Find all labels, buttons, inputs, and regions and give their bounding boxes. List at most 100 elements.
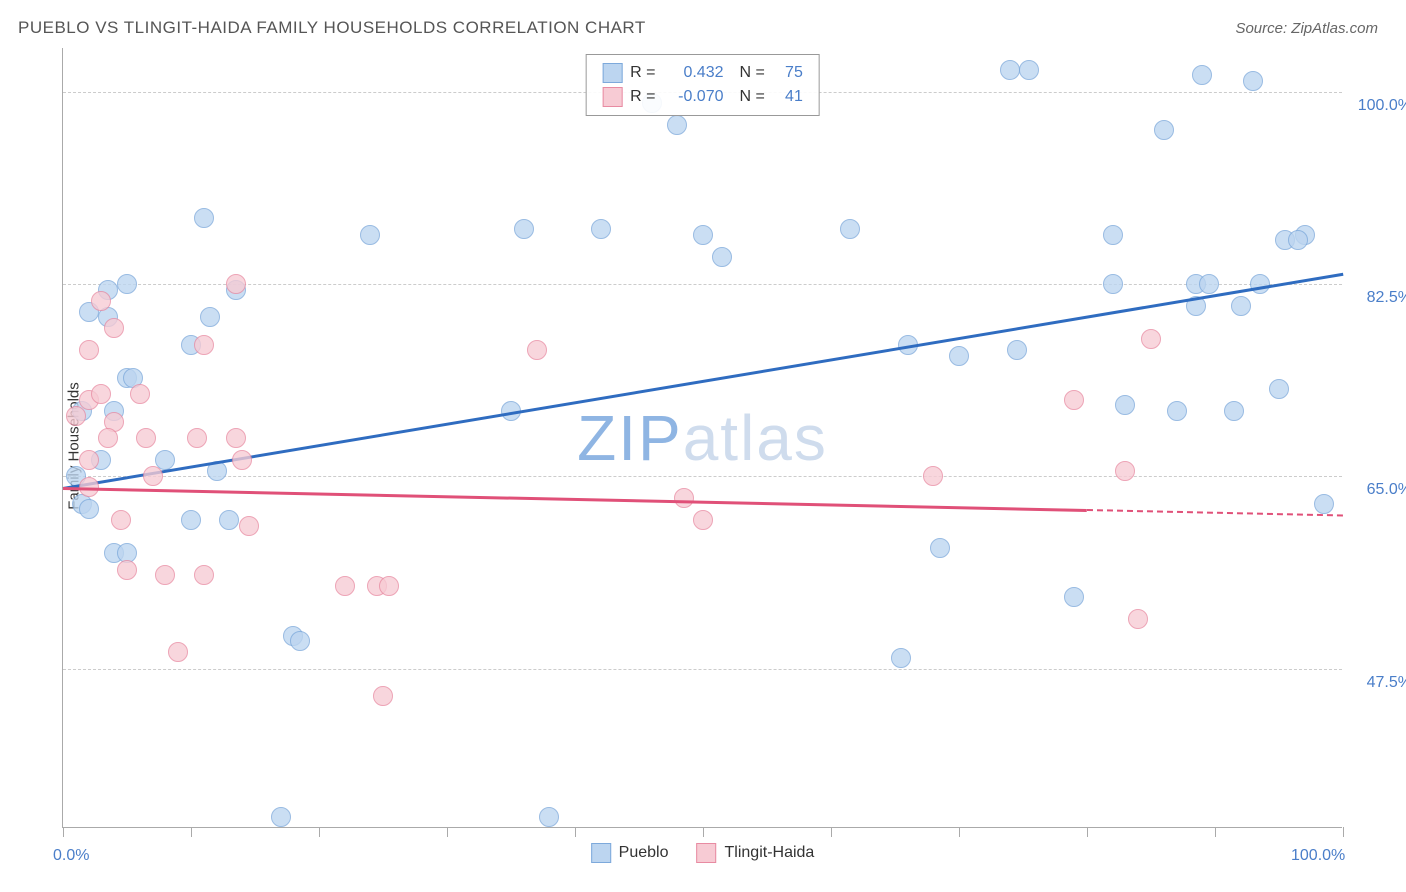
y-tick-label: 82.5% bbox=[1352, 289, 1406, 307]
scatter-point bbox=[1199, 274, 1219, 294]
scatter-point bbox=[373, 686, 393, 706]
x-tick bbox=[1343, 827, 1344, 837]
scatter-point bbox=[194, 565, 214, 585]
x-tick bbox=[1087, 827, 1088, 837]
scatter-point bbox=[91, 384, 111, 404]
scatter-point bbox=[168, 642, 188, 662]
scatter-point bbox=[271, 807, 291, 827]
x-tick bbox=[959, 827, 960, 837]
scatter-point bbox=[891, 648, 911, 668]
scatter-point bbox=[1167, 401, 1187, 421]
x-axis-label: 100.0% bbox=[1291, 847, 1345, 865]
scatter-point bbox=[1019, 60, 1039, 80]
x-tick bbox=[831, 827, 832, 837]
x-tick bbox=[191, 827, 192, 837]
series-legend: Pueblo Tlingit-Haida bbox=[591, 843, 815, 863]
x-tick bbox=[703, 827, 704, 837]
scatter-point bbox=[1141, 329, 1161, 349]
scatter-point bbox=[1000, 60, 1020, 80]
scatter-point bbox=[539, 807, 559, 827]
scatter-point bbox=[111, 510, 131, 530]
scatter-point bbox=[239, 516, 259, 536]
legend-item: Tlingit-Haida bbox=[697, 843, 815, 863]
scatter-point bbox=[290, 631, 310, 651]
x-tick bbox=[63, 827, 64, 837]
scatter-point bbox=[1007, 340, 1027, 360]
scatter-point bbox=[66, 406, 86, 426]
legend-label: Pueblo bbox=[619, 844, 669, 862]
scatter-point bbox=[1224, 401, 1244, 421]
scatter-point bbox=[194, 208, 214, 228]
scatter-point bbox=[1115, 461, 1135, 481]
scatter-point bbox=[527, 340, 547, 360]
scatter-point bbox=[693, 510, 713, 530]
scatter-point bbox=[98, 428, 118, 448]
scatter-point bbox=[194, 335, 214, 355]
chart-title: PUEBLO VS TLINGIT-HAIDA FAMILY HOUSEHOLD… bbox=[18, 18, 646, 38]
source-attribution: Source: ZipAtlas.com bbox=[1235, 20, 1378, 37]
x-axis-label: 0.0% bbox=[53, 847, 89, 865]
scatter-point bbox=[1128, 609, 1148, 629]
scatter-point bbox=[226, 274, 246, 294]
legend-item: Pueblo bbox=[591, 843, 669, 863]
trend-line bbox=[63, 487, 1087, 511]
trend-line bbox=[63, 273, 1343, 490]
scatter-point bbox=[136, 428, 156, 448]
scatter-point bbox=[514, 219, 534, 239]
scatter-point bbox=[200, 307, 220, 327]
scatter-point bbox=[232, 450, 252, 470]
scatter-point bbox=[1231, 296, 1251, 316]
scatter-point bbox=[1314, 494, 1334, 514]
legend-swatch bbox=[697, 843, 717, 863]
scatter-point bbox=[1064, 587, 1084, 607]
scatter-point bbox=[104, 318, 124, 338]
scatter-point bbox=[1250, 274, 1270, 294]
y-tick-label: 100.0% bbox=[1352, 97, 1406, 115]
scatter-point bbox=[923, 466, 943, 486]
scatter-point bbox=[219, 510, 239, 530]
y-tick-label: 47.5% bbox=[1352, 674, 1406, 692]
scatter-point bbox=[1103, 225, 1123, 245]
scatter-point bbox=[1269, 379, 1289, 399]
scatter-point bbox=[591, 219, 611, 239]
scatter-point bbox=[117, 560, 137, 580]
legend-row: R =0.432 N =75 bbox=[602, 61, 803, 85]
scatter-point bbox=[1192, 65, 1212, 85]
gridline bbox=[63, 669, 1342, 670]
legend-label: Tlingit-Haida bbox=[725, 844, 815, 862]
scatter-point bbox=[1103, 274, 1123, 294]
scatter-point bbox=[1288, 230, 1308, 250]
scatter-point bbox=[949, 346, 969, 366]
trend-line bbox=[1087, 509, 1343, 516]
watermark: ZIPatlas bbox=[577, 401, 828, 475]
scatter-point bbox=[360, 225, 380, 245]
scatter-point bbox=[226, 428, 246, 448]
plot-area: ZIPatlas 100.0%82.5%65.0%47.5%0.0%100.0%… bbox=[62, 48, 1342, 828]
legend-swatch bbox=[591, 843, 611, 863]
legend-swatch bbox=[602, 87, 622, 107]
legend-row: R =-0.070 N =41 bbox=[602, 85, 803, 109]
scatter-point bbox=[91, 291, 111, 311]
scatter-point bbox=[693, 225, 713, 245]
scatter-point bbox=[155, 565, 175, 585]
scatter-point bbox=[79, 450, 99, 470]
scatter-point bbox=[79, 340, 99, 360]
x-tick bbox=[575, 827, 576, 837]
scatter-point bbox=[335, 576, 355, 596]
scatter-point bbox=[1064, 390, 1084, 410]
x-tick bbox=[447, 827, 448, 837]
scatter-point bbox=[79, 499, 99, 519]
scatter-point bbox=[840, 219, 860, 239]
scatter-point bbox=[117, 274, 137, 294]
x-tick bbox=[1215, 827, 1216, 837]
scatter-point bbox=[1154, 120, 1174, 140]
correlation-legend: R =0.432 N =75R =-0.070 N =41 bbox=[585, 54, 820, 116]
scatter-point bbox=[143, 466, 163, 486]
scatter-point bbox=[187, 428, 207, 448]
scatter-point bbox=[712, 247, 732, 267]
gridline bbox=[63, 476, 1342, 477]
x-tick bbox=[319, 827, 320, 837]
scatter-point bbox=[930, 538, 950, 558]
scatter-point bbox=[674, 488, 694, 508]
scatter-point bbox=[1243, 71, 1263, 91]
